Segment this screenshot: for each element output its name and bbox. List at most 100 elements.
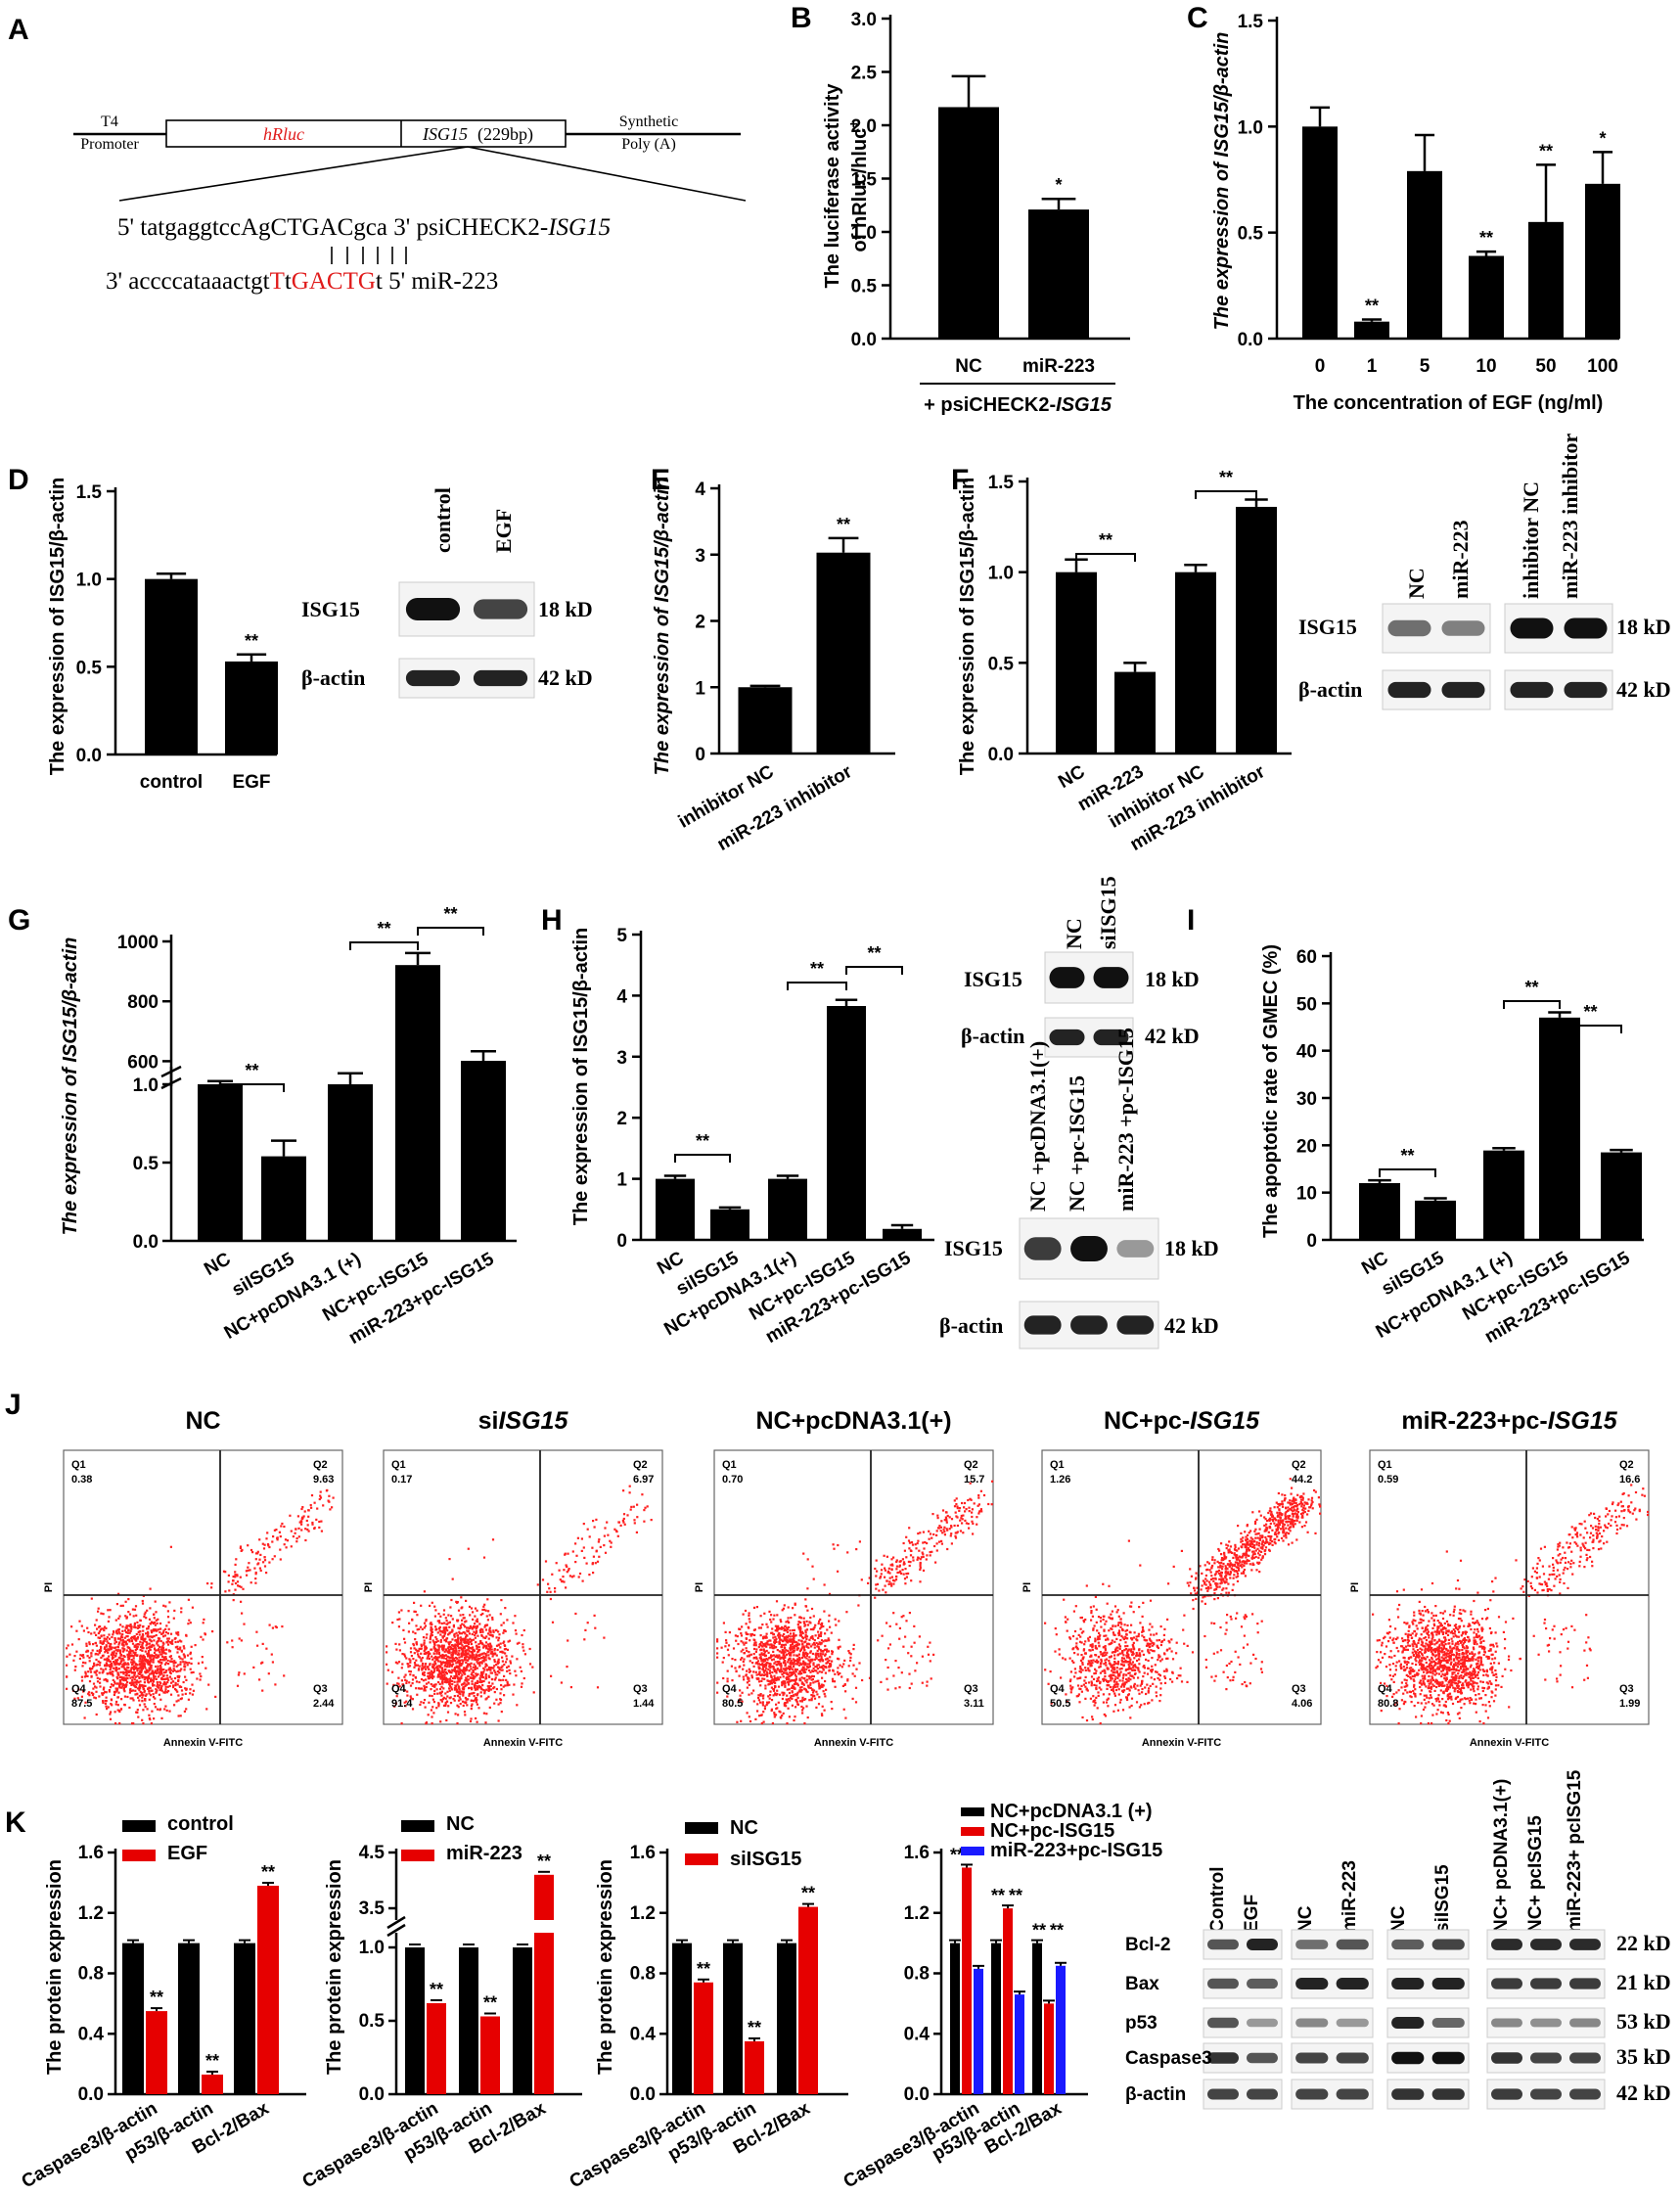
flow-dot [585, 1562, 588, 1565]
flow-dot [117, 1627, 120, 1631]
flow-dot [204, 1667, 207, 1669]
flow-dot [147, 1654, 150, 1657]
flow-dot [188, 1619, 191, 1622]
flow-dot [936, 1527, 940, 1530]
flow-dot [121, 1625, 124, 1628]
flow-dot [167, 1669, 170, 1671]
flow-dot [111, 1635, 114, 1639]
blot-size-label: 18 kD [1164, 1236, 1219, 1260]
quadrant-name: Q4 [722, 1683, 738, 1695]
flow-dot [734, 1659, 737, 1662]
flow-dot [273, 1529, 276, 1532]
flow-dot [405, 1681, 408, 1684]
flow-dot [840, 1675, 843, 1678]
flow-dot [766, 1701, 769, 1704]
flow-dot [448, 1645, 452, 1648]
x-category-label: NC [1055, 761, 1089, 793]
flow-dot [300, 1507, 303, 1511]
flow-dot [743, 1658, 746, 1661]
flow-dot [150, 1689, 153, 1692]
flow-dot [127, 1598, 130, 1601]
y-tick-label: 50 [1296, 994, 1317, 1015]
flow-dot [454, 1639, 457, 1642]
flow-dot [782, 1675, 785, 1678]
flow-dot [116, 1628, 119, 1631]
flow-dot [756, 1663, 760, 1666]
flow-dot [66, 1647, 68, 1650]
flow-dot [255, 1630, 258, 1633]
flow-dot [156, 1683, 159, 1686]
flow-dot [111, 1653, 114, 1656]
flow-dot [466, 1656, 469, 1659]
flow-dot [437, 1702, 440, 1705]
flow-dot [895, 1559, 898, 1562]
flow-dot [465, 1620, 468, 1623]
bar [1407, 170, 1442, 339]
flow-dot [159, 1671, 162, 1674]
flow-dot [740, 1658, 743, 1661]
flow-dot [411, 1619, 414, 1622]
flow-dot [440, 1670, 443, 1673]
flow-dot [300, 1521, 303, 1524]
y-tick-label: 2.5 [851, 64, 878, 84]
blot-band [1564, 617, 1608, 639]
flow-dot [448, 1677, 452, 1680]
flow-dot [94, 1685, 97, 1688]
flow-dot [774, 1624, 777, 1627]
flow-dot [899, 1560, 902, 1563]
flow-dot [716, 1647, 719, 1650]
significance-mark: ** [867, 943, 881, 963]
flow-dot [826, 1648, 829, 1651]
flow-dot [795, 1669, 797, 1671]
flow-dot [474, 1615, 477, 1618]
flow-dot [804, 1598, 807, 1601]
flow-dot [815, 1666, 818, 1669]
quadrant-value: 0.17 [391, 1474, 412, 1486]
flow-dot [409, 1695, 412, 1698]
flow-dot [785, 1629, 788, 1632]
flow-dot [138, 1689, 141, 1692]
flow-dot [250, 1581, 252, 1584]
flow-dot [828, 1620, 831, 1623]
flow-dot [477, 1688, 479, 1691]
flow-dot [145, 1693, 148, 1696]
flow-dot [133, 1608, 137, 1611]
flow-dot [156, 1641, 159, 1644]
flow-dot [743, 1652, 746, 1655]
flow-dot [467, 1698, 470, 1701]
flow-dot [753, 1639, 756, 1642]
flow-dot [150, 1679, 153, 1682]
flow-dot [159, 1637, 161, 1640]
flow-dot [926, 1684, 929, 1687]
y-tick-label: 0.5 [851, 277, 878, 297]
flow-dot [910, 1579, 913, 1582]
flow-dot [765, 1636, 768, 1639]
flow-dot [278, 1531, 281, 1533]
flow-dot [116, 1650, 119, 1653]
flow-dot [489, 1645, 492, 1648]
flow-dot [505, 1678, 508, 1681]
flow-dot [790, 1640, 793, 1643]
flow-dot [462, 1671, 466, 1674]
flow-dot [802, 1677, 805, 1680]
flow-dot [491, 1618, 494, 1621]
flow-dot [522, 1676, 525, 1680]
flow-dot [967, 1498, 970, 1502]
flow-dot [174, 1646, 177, 1649]
flow-dot [90, 1675, 93, 1678]
flow-dot [770, 1614, 773, 1617]
flow-dot [262, 1547, 266, 1550]
flow-dot [785, 1626, 788, 1629]
flow-dot [435, 1648, 438, 1652]
flow-dot [809, 1651, 812, 1654]
flow-dot [956, 1507, 959, 1510]
flow-dot [433, 1643, 436, 1647]
flow-dot [98, 1636, 102, 1640]
flow-y-axis-label: PI [43, 1582, 55, 1592]
flow-dot [147, 1680, 150, 1683]
flow-dot [812, 1578, 815, 1580]
flow-dot [177, 1664, 180, 1667]
flow-dot [386, 1645, 388, 1648]
flow-dot [118, 1678, 121, 1681]
flow-dot [769, 1690, 772, 1693]
